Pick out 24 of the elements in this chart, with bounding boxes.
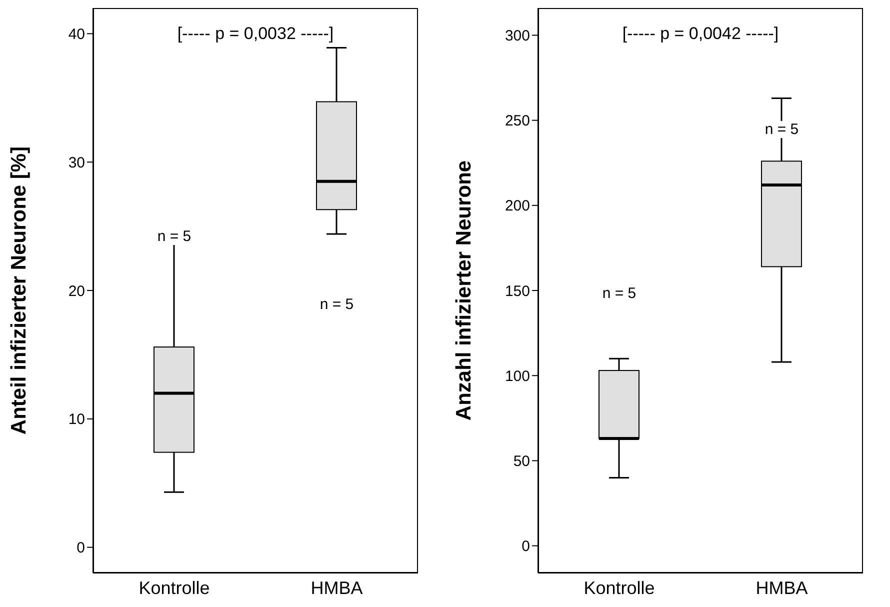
annotation: n = 5 — [318, 296, 355, 314]
y-tick-label: 10 — [68, 411, 85, 428]
y-axis-title: Anteil infizierter Neurone [%] — [7, 146, 30, 435]
y-tick-label: 30 — [68, 154, 85, 172]
annotation: n = 5 — [601, 284, 638, 302]
y-tick-label: 150 — [504, 282, 530, 300]
y-tick-label: 50 — [513, 453, 530, 470]
y-tick-label: 300 — [504, 28, 530, 45]
annotation: n = 5 — [764, 121, 800, 138]
y-axis-title: Anzahl infizierter Neurone — [452, 160, 476, 421]
y-tick-label: 0 — [76, 540, 85, 557]
y-tick-label: 0 — [522, 538, 530, 556]
x-tick-label: Kontrolle — [584, 578, 655, 598]
y-tick-label: 40 — [68, 26, 85, 44]
x-tick-label: Kontrolle — [138, 578, 210, 598]
annotation: n = 5 — [156, 228, 192, 246]
x-tick-label: HMBA — [756, 578, 808, 598]
y-tick-label: 20 — [68, 282, 85, 300]
annotation: [----- p = 0,0032 -----] — [176, 24, 335, 44]
y-tick-label: 200 — [504, 198, 530, 215]
y-tick-label: 100 — [504, 368, 530, 385]
y-tick-label: 250 — [504, 112, 530, 130]
x-tick-label: HMBA — [310, 578, 363, 598]
annotation: [----- p = 0,0042 -----] — [621, 24, 780, 44]
